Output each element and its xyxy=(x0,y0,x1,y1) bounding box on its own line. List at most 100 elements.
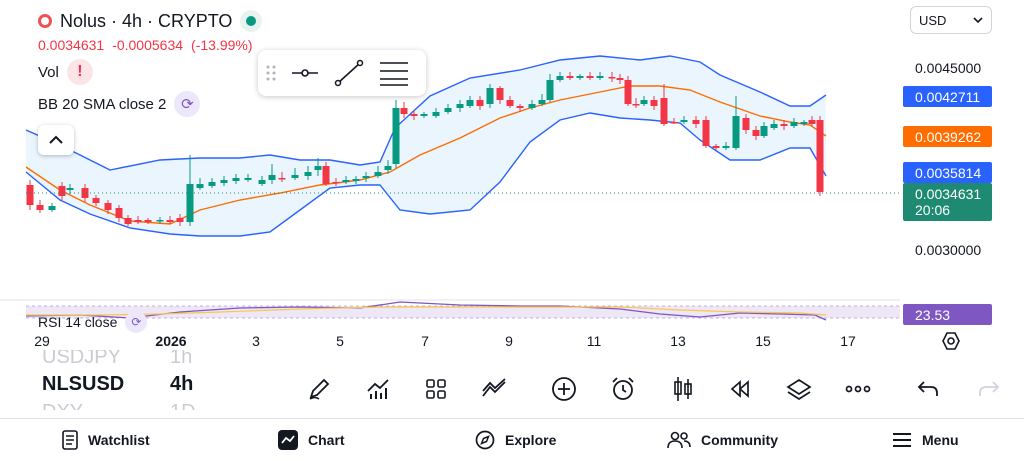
candle-body xyxy=(566,76,574,78)
candle-body xyxy=(702,120,710,146)
bb-lower-tag: 0.0035814 xyxy=(903,162,992,183)
candle-body xyxy=(456,104,464,108)
redo-button[interactable] xyxy=(972,372,1006,406)
time-axis-label: 9 xyxy=(505,333,513,349)
symbol-current[interactable]: NLSUSD xyxy=(42,373,125,395)
candle-body xyxy=(332,182,340,184)
chart-type-button[interactable] xyxy=(666,372,700,406)
time-axis-label: 2026 xyxy=(155,333,187,349)
symbol-next[interactable]: DXY xyxy=(42,398,130,410)
candle-body xyxy=(244,178,252,180)
candle-body xyxy=(444,108,452,112)
add-icon xyxy=(552,377,576,401)
indicators-button[interactable] xyxy=(361,372,395,406)
candle-body xyxy=(528,104,536,108)
nav-chart-label: Chart xyxy=(308,432,345,448)
candle-body xyxy=(104,203,112,210)
candle-body xyxy=(640,100,648,104)
symbol-header[interactable]: Nolus · 4h · CRYPTO xyxy=(38,8,263,34)
alarm-clock-icon xyxy=(612,377,634,400)
candle-body xyxy=(586,76,594,78)
candle-body xyxy=(496,88,504,100)
indicators-icon xyxy=(367,379,389,399)
market-status-icon xyxy=(240,10,263,32)
candle-body xyxy=(556,76,564,80)
candle-body xyxy=(66,188,74,190)
indicator-bollinger[interactable]: BB 20 SMA close 2 ⟳ xyxy=(38,91,201,117)
time-axis-label: 15 xyxy=(755,333,771,349)
compare-icon xyxy=(482,378,506,397)
symbol-prev[interactable]: USDJPY xyxy=(42,350,121,368)
chevron-up-icon xyxy=(49,135,63,144)
symbol-current-timeframe[interactable]: 4h xyxy=(170,373,194,395)
alert-button[interactable] xyxy=(606,372,640,406)
trend-line-icon[interactable] xyxy=(334,59,364,87)
candle-body xyxy=(278,178,286,180)
quote-line: 0.0034631 -0.0005634 (-13.99%) xyxy=(38,37,253,53)
candle-body xyxy=(780,124,788,126)
time-axis-label: 5 xyxy=(336,333,344,349)
redo-icon xyxy=(979,381,1000,396)
indicator-rsi-label: RSI 14 close xyxy=(38,314,118,330)
time-axis-label: 17 xyxy=(840,333,856,349)
nav-watchlist[interactable]: Watchlist xyxy=(62,430,150,450)
nav-menu[interactable]: Menu xyxy=(892,432,959,448)
candle-body xyxy=(486,88,494,104)
more-button[interactable] xyxy=(841,372,875,406)
indicator-volume-label: Vol xyxy=(38,63,59,81)
candle-body xyxy=(632,104,640,106)
drag-handle-icon[interactable] xyxy=(266,64,276,82)
compare-button[interactable] xyxy=(477,372,511,406)
add-button[interactable] xyxy=(547,372,581,406)
candle-body xyxy=(576,76,584,78)
reload-icon[interactable]: ⟳ xyxy=(174,91,201,117)
nav-explore[interactable]: Explore xyxy=(475,430,556,450)
indicator-volume[interactable]: Vol ! xyxy=(38,59,93,85)
candle-body xyxy=(134,220,142,222)
warning-icon[interactable]: ! xyxy=(66,59,93,85)
templates-icon xyxy=(426,379,446,399)
candlestick-icon xyxy=(674,377,692,401)
price-change-percent: (-13.99%) xyxy=(191,37,253,53)
indicator-rsi[interactable]: RSI 14 close ⟳ xyxy=(38,311,148,333)
nav-watchlist-label: Watchlist xyxy=(88,432,150,448)
symbol-scroller[interactable]: USDJPY 1h NLSUSD 4h DXY 1D xyxy=(42,350,196,410)
time-axis[interactable]: 29 2026 3 5 7 9 11 13 15 17 xyxy=(0,330,900,352)
rsi-value-tag: 23.53 xyxy=(903,304,992,325)
candle-body xyxy=(616,78,624,80)
candle-body xyxy=(176,218,184,222)
layers-icon xyxy=(786,378,812,400)
reload-icon[interactable]: ⟳ xyxy=(125,311,148,333)
last-price: 0.0034631 xyxy=(38,37,105,53)
nav-chart[interactable]: Chart xyxy=(278,430,345,450)
fib-retracement-icon[interactable] xyxy=(378,59,410,87)
time-axis-label: 3 xyxy=(252,333,260,349)
community-icon xyxy=(667,431,691,449)
replay-button[interactable] xyxy=(723,372,757,406)
templates-button[interactable] xyxy=(419,372,453,406)
layers-button[interactable] xyxy=(782,372,816,406)
currency-select[interactable]: USD xyxy=(910,6,992,34)
candle-body xyxy=(400,108,408,114)
undo-button[interactable] xyxy=(911,372,945,406)
currency-value: USD xyxy=(919,12,947,28)
candle-body xyxy=(362,176,370,178)
candles xyxy=(26,72,824,226)
candle-body xyxy=(516,106,524,108)
collapse-indicators-button[interactable] xyxy=(38,125,74,155)
nav-community-label: Community xyxy=(701,432,778,448)
chart-settings-icon[interactable] xyxy=(941,331,961,351)
draw-tool-button[interactable] xyxy=(302,372,336,406)
candle-body xyxy=(608,77,616,79)
candle-body xyxy=(752,130,760,136)
bollinger-lower-line xyxy=(25,112,827,237)
candle-body xyxy=(650,100,658,106)
symbol-prev-timeframe: 1h xyxy=(170,350,193,368)
horizontal-line-icon[interactable] xyxy=(290,63,320,83)
candle-body xyxy=(808,120,816,124)
candle-body xyxy=(712,146,720,148)
nav-community[interactable]: Community xyxy=(667,430,778,450)
bottom-navigation: Watchlist Chart Explore Community Menu xyxy=(0,418,1024,461)
price-chart[interactable] xyxy=(0,0,900,330)
